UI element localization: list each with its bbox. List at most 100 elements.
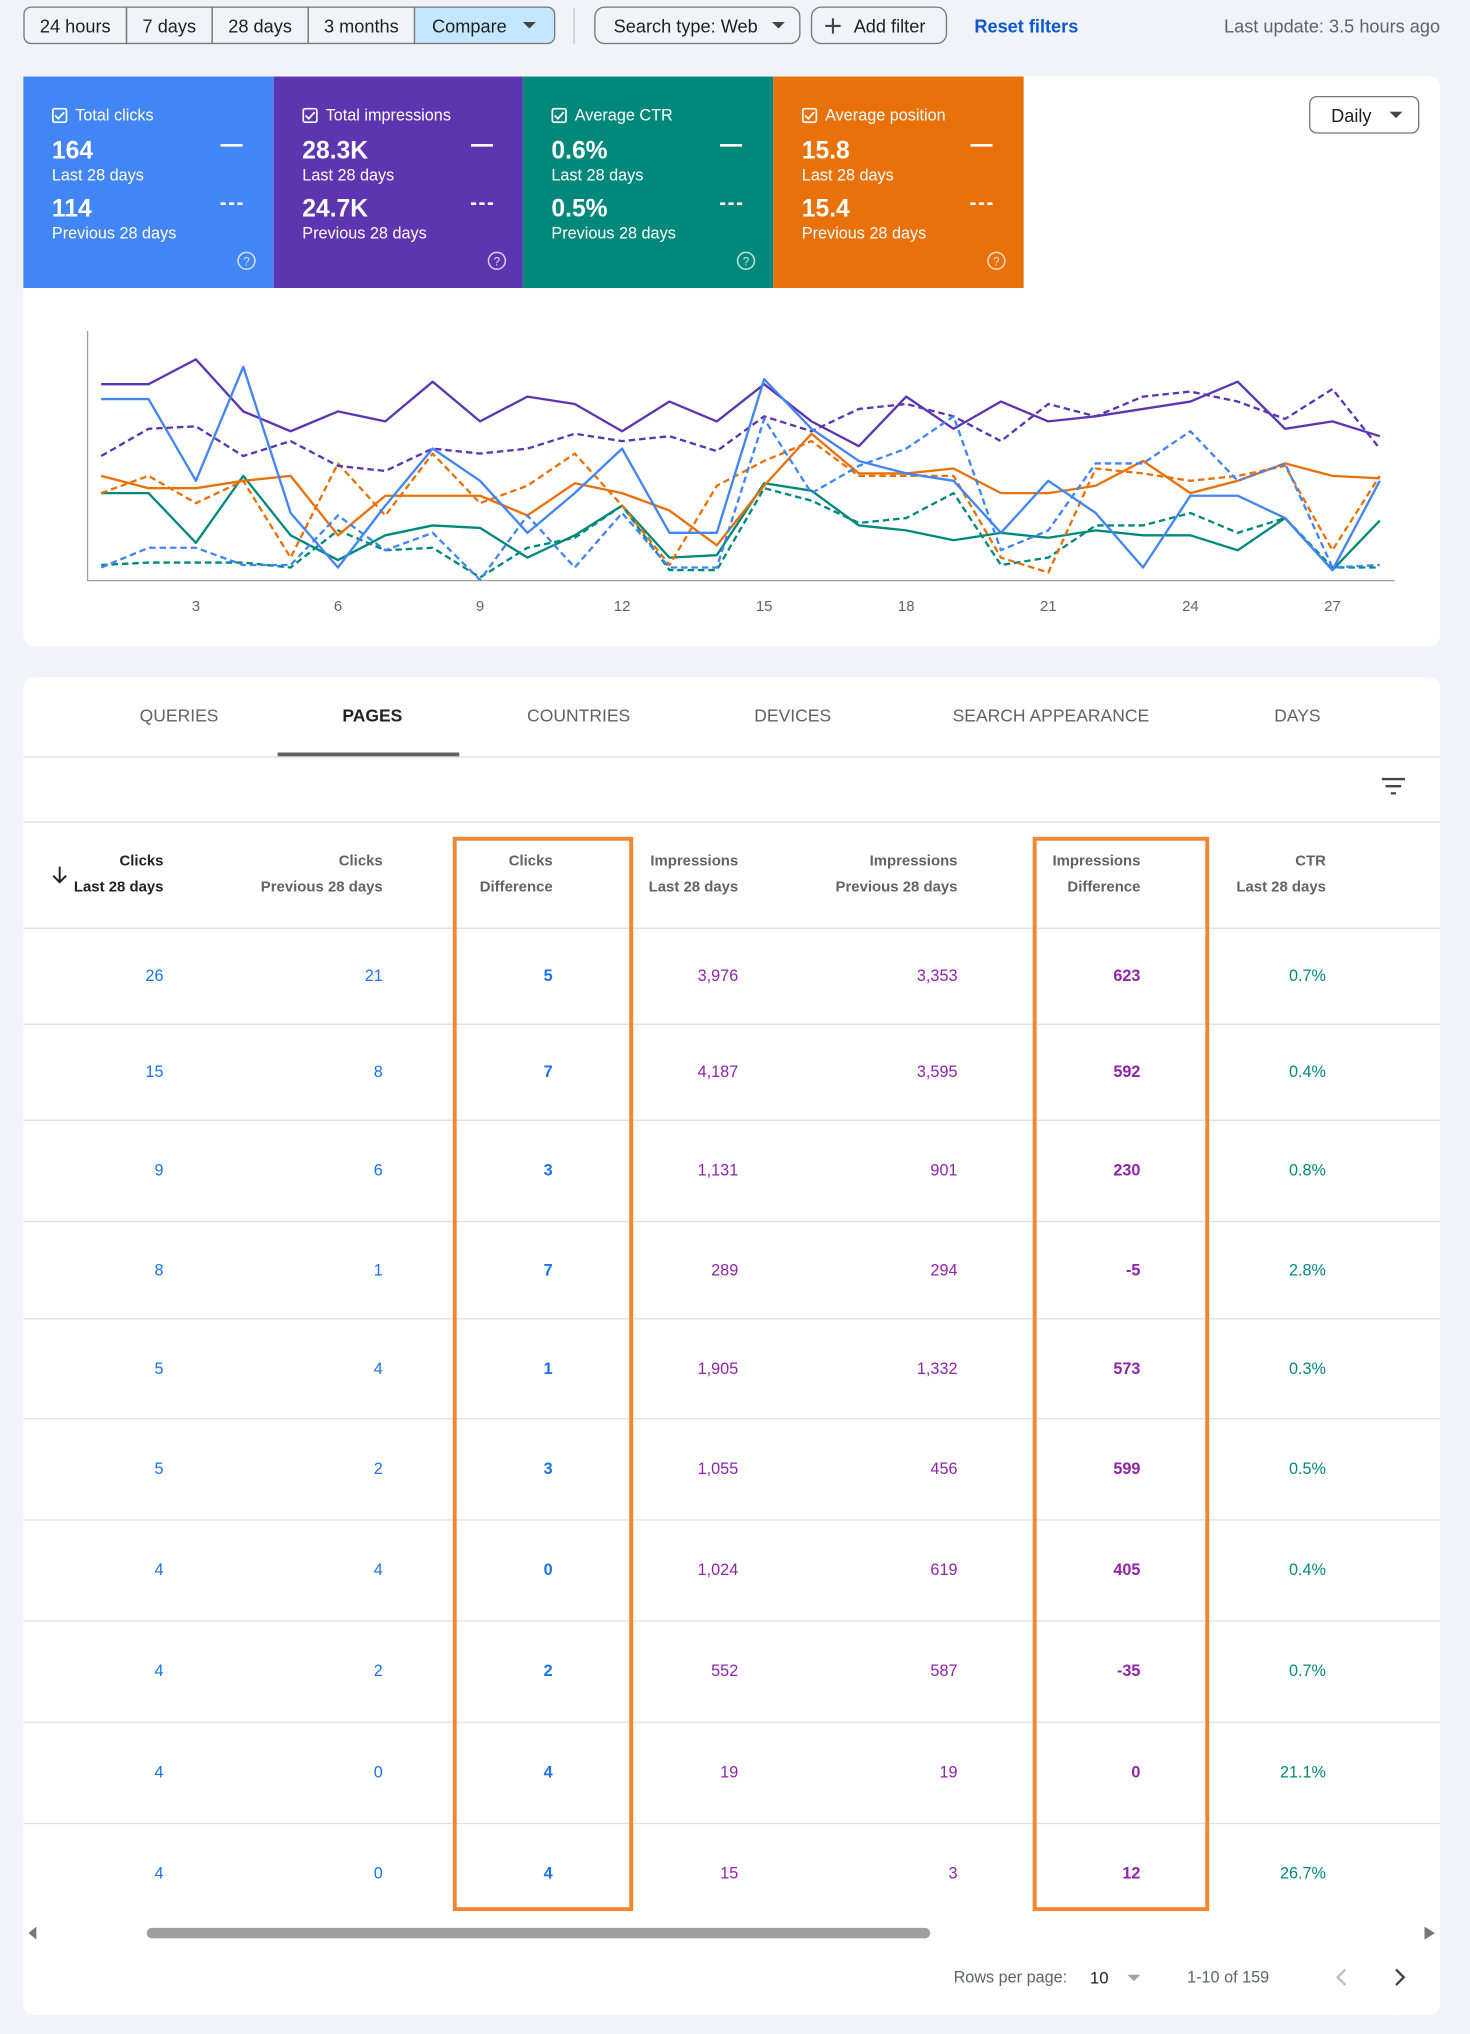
current-series-line xyxy=(101,474,1381,572)
table-cell: 1,905 xyxy=(697,1359,739,1378)
range-button[interactable]: Compare xyxy=(413,6,556,45)
granularity-dropdown[interactable]: Daily xyxy=(1309,96,1420,134)
card-icons: ? xyxy=(470,144,507,270)
line-chart: 3 6 9 12 15 18 21 24 27 xyxy=(86,330,1395,615)
card-previous-value: 15.4 xyxy=(801,195,850,224)
table-cell: 2 xyxy=(543,1661,553,1681)
table-cell: 289 xyxy=(711,1260,739,1279)
table-cell: 4 xyxy=(373,1359,383,1378)
table-cell: 3 xyxy=(948,1863,958,1882)
table-cell: -5 xyxy=(1125,1260,1141,1279)
rows-per-page-label: Rows per page: xyxy=(953,1968,1068,1987)
last-update: Last update: 3.5 hours ago xyxy=(1223,15,1441,37)
filter-icon[interactable] xyxy=(1381,777,1406,795)
page-arrows[interactable] xyxy=(1332,1968,1410,1986)
table-cell: 8 xyxy=(373,1062,383,1081)
table-cell: 3,595 xyxy=(916,1062,958,1081)
table-cell: -35 xyxy=(1116,1661,1141,1681)
table-cell: 0 xyxy=(1131,1763,1141,1782)
tab[interactable]: DEVICES xyxy=(754,705,832,726)
table-cell: 15 xyxy=(720,1863,739,1882)
table-cell: 0.4% xyxy=(1288,1560,1326,1579)
metric-card[interactable]: Total clicks 164 Last 28 days 114 Previous 2… xyxy=(23,76,274,289)
table-cell: 573 xyxy=(1113,1359,1141,1378)
card-previous-value: 24.7K xyxy=(302,195,369,224)
table-cell: 552 xyxy=(711,1661,739,1681)
highlight-box xyxy=(1032,836,1210,1912)
header-line: Last 28 days xyxy=(1236,879,1326,896)
header-line: Clicks xyxy=(508,853,553,870)
table-cell: 4 xyxy=(543,1763,553,1782)
row-divider xyxy=(23,1220,1441,1223)
add-filter-button[interactable]: Add filter xyxy=(810,6,948,45)
table-cell: 0.7% xyxy=(1288,966,1326,985)
search-type-button[interactable]: Search type: Web xyxy=(594,6,801,45)
table-cell: 294 xyxy=(930,1260,958,1279)
table-cell: 456 xyxy=(930,1459,958,1478)
caret xyxy=(1127,1974,1141,1982)
column-header[interactable]: Impressions Previous 28 days xyxy=(836,848,958,900)
card-previous-label: Previous 28 days xyxy=(302,224,427,243)
horizontal-scrollbar[interactable] xyxy=(23,1923,1440,1946)
rows-per-page-value[interactable]: 10 xyxy=(1089,1968,1109,1988)
header-line: Last 28 days xyxy=(648,879,739,896)
table-cell: 1 xyxy=(543,1359,553,1378)
tab[interactable]: QUERIES xyxy=(139,705,219,726)
table-cell: 1,332 xyxy=(916,1359,958,1378)
column-header[interactable]: CTR Last 28 days xyxy=(1236,848,1326,900)
current-series-line xyxy=(101,358,1381,448)
tab[interactable]: DAYS xyxy=(1274,705,1321,726)
table-cell: 3 xyxy=(543,1161,553,1180)
column-header[interactable]: Impressions Last 28 days xyxy=(649,848,739,900)
metric-card[interactable]: Total impressions 28.3K Last 28 days 24.7K P… xyxy=(273,76,523,289)
checkbox xyxy=(801,107,818,124)
column-header[interactable]: Clicks Previous 28 days xyxy=(261,848,383,900)
table-cell: 230 xyxy=(1113,1161,1141,1180)
column-header[interactable]: Clicks Last 28 days xyxy=(74,848,164,900)
table-cell: 4 xyxy=(543,1863,553,1882)
checkbox xyxy=(302,107,318,124)
card-icons: ? xyxy=(970,144,1006,270)
row-divider xyxy=(23,821,1441,823)
tab[interactable]: COUNTRIES xyxy=(527,705,631,726)
table-cell: 26 xyxy=(145,966,164,985)
header-line: Last 28 days xyxy=(73,879,164,896)
table-cell: 9 xyxy=(154,1161,164,1180)
table-cell: 2 xyxy=(373,1661,383,1681)
reset-filters[interactable]: Reset filters xyxy=(974,15,1079,37)
column-header[interactable]: Clicks Difference xyxy=(480,848,553,900)
table-cell: 7 xyxy=(543,1260,553,1279)
tab[interactable]: SEARCH APPEARANCE xyxy=(952,705,1150,726)
caret-shape xyxy=(522,22,536,29)
card-current-value: 28.3K xyxy=(302,137,369,165)
header-line: Clicks xyxy=(119,853,164,870)
tab[interactable]: PAGES xyxy=(342,705,403,726)
checkbox-check xyxy=(304,111,316,121)
header-line: Impressions xyxy=(650,853,739,870)
table-cell: 7 xyxy=(543,1062,553,1081)
card-current-label: Last 28 days xyxy=(551,166,644,185)
table-cell: 599 xyxy=(1113,1459,1141,1478)
metric-card[interactable]: Average position 15.8 Last 28 days 15.4 Prev… xyxy=(773,76,1024,289)
row-divider xyxy=(23,1023,1441,1025)
tab-divider xyxy=(23,756,1441,758)
x-tick-label: 18 xyxy=(898,598,915,615)
checkbox-check xyxy=(54,111,65,121)
row-divider xyxy=(23,1119,1441,1121)
table-cell: 0 xyxy=(373,1863,383,1882)
help-glyph: ? xyxy=(243,255,250,268)
help-icon xyxy=(237,251,256,270)
range-label: 3 months xyxy=(323,14,399,36)
x-tick-label: 15 xyxy=(756,598,773,615)
table-cell: 15 xyxy=(145,1062,164,1081)
table-cell: 0 xyxy=(543,1560,553,1579)
table-cell: 2 xyxy=(373,1459,383,1478)
table-cell: 0.5% xyxy=(1288,1459,1326,1478)
column-header[interactable]: Impressions Difference xyxy=(1053,848,1141,900)
checkbox xyxy=(52,107,68,124)
metric-card[interactable]: Average CTR 0.6% Last 28 days 0.5% Previous … xyxy=(522,76,774,289)
checkbox-check xyxy=(804,111,815,121)
caret xyxy=(1389,111,1403,119)
range-label: Compare xyxy=(432,14,507,36)
